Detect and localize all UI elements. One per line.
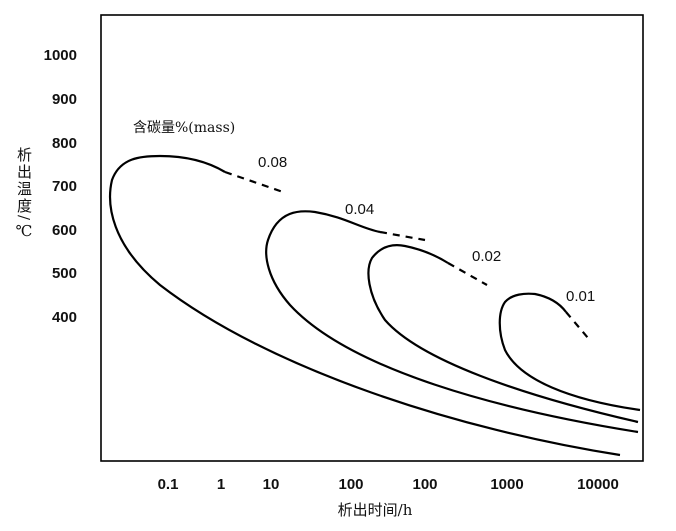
curve-0.04-dashed (379, 230, 426, 242)
x-tick-label: 10000 (577, 476, 619, 493)
x-tick-label: 1 (217, 476, 225, 493)
plot-frame (100, 14, 644, 462)
curve-label-0.04: 0.04 (345, 201, 374, 218)
curve-0.08-dashed (224, 170, 284, 194)
curve-label-0.08: 0.08 (258, 154, 287, 171)
curve-label-0.01: 0.01 (566, 288, 595, 305)
y-tick-label: 400 (52, 309, 77, 326)
y-tick-labels: 1000 900 800 700 600 500 400 (44, 47, 77, 326)
curve-0.08 (109, 154, 621, 457)
y-tick-label: 900 (52, 91, 77, 108)
curve-0.02-dashed (447, 262, 488, 286)
x-tick-label: 0.1 (158, 476, 179, 493)
x-tick-label: 10 (263, 476, 280, 493)
curve-0.04 (265, 210, 639, 434)
legend-title: 含碳量%(mass) (133, 120, 235, 136)
x-axis-title: 析出时间/h (338, 501, 413, 519)
x-tick-label: 100 (338, 476, 363, 493)
y-tick-label: 1000 (44, 47, 77, 64)
curve-0.02 (367, 244, 639, 424)
curve-label-0.02: 0.02 (472, 248, 501, 265)
y-tick-label: 600 (52, 222, 77, 239)
x-tick-label: 100 (412, 476, 437, 493)
x-tick-labels: 0.1 1 10 100 100 1000 10000 (158, 476, 619, 493)
y-tick-label: 700 (52, 178, 77, 195)
curve-0.08-solid (109, 154, 621, 457)
y-axis-title: 析出温度/℃ (15, 147, 33, 242)
curve-0.02-solid (367, 244, 639, 424)
curve-0.01-solid (498, 292, 641, 412)
curve-0.01-dashed (565, 311, 589, 339)
y-tick-label: 500 (52, 265, 77, 282)
y-tick-label: 800 (52, 135, 77, 152)
curve-0.04-solid (265, 210, 639, 434)
x-tick-label: 1000 (490, 476, 523, 493)
curve-0.01 (498, 292, 641, 412)
